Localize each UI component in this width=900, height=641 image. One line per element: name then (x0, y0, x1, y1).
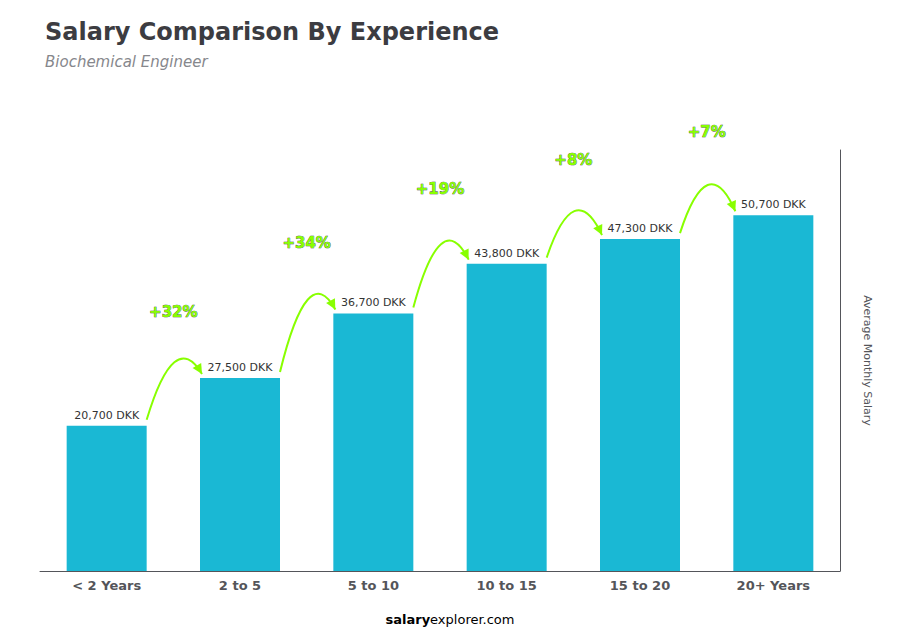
svg-text:Biochemical Engineer: Biochemical Engineer (45, 53, 208, 71)
svg-text:Average Monthly Salary: Average Monthly Salary (861, 295, 874, 426)
svg-text:36,700 DKK: 36,700 DKK (341, 296, 407, 309)
svg-text:explorer.com: explorer.com (430, 612, 514, 627)
svg-text:10 to 15: 10 to 15 (476, 578, 536, 593)
svg-text:20+ Years: 20+ Years (737, 578, 811, 593)
svg-text:+32%: +32% (149, 303, 197, 321)
svg-text:50,700 DKK: 50,700 DKK (741, 198, 807, 211)
svg-text:15 to 20: 15 to 20 (610, 578, 670, 593)
svg-text:43,800 DKK: 43,800 DKK (474, 247, 540, 260)
svg-text:+8%: +8% (554, 151, 592, 169)
svg-text:Salary Comparison By Experienc: Salary Comparison By Experience (45, 18, 499, 46)
svg-text:20,700 DKK: 20,700 DKK (74, 409, 140, 422)
svg-text:47,300 DKK: 47,300 DKK (608, 222, 674, 235)
svg-text:+19%: +19% (416, 180, 464, 198)
svg-text:27,500 DKK: 27,500 DKK (208, 361, 274, 374)
svg-text:+7%: +7% (688, 123, 726, 141)
svg-text:2 to 5: 2 to 5 (219, 578, 261, 593)
svg-text:+34%: +34% (282, 234, 330, 252)
svg-text:salary: salary (385, 612, 430, 627)
svg-text:< 2 Years: < 2 Years (72, 578, 141, 593)
svg-text:5 to 10: 5 to 10 (348, 578, 399, 593)
